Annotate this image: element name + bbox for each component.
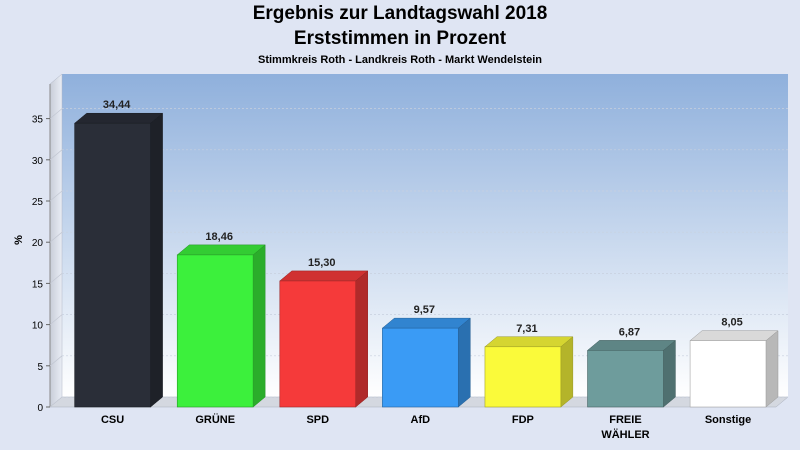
bar-top xyxy=(279,270,369,282)
bar-sonstige xyxy=(689,330,779,408)
y-tick-label: 0 xyxy=(37,403,43,414)
data-label: 34,44 xyxy=(103,99,131,111)
y-tick-label: 15 xyxy=(32,279,44,290)
x-tick-label: SPD xyxy=(306,414,329,426)
gridline-side xyxy=(49,108,63,119)
data-label: 7,31 xyxy=(516,323,537,335)
data-label: 18,46 xyxy=(205,231,233,243)
x-tick-label: FREIE WÄHLER xyxy=(601,414,649,441)
bar-side xyxy=(150,112,163,408)
data-label: 6,87 xyxy=(619,326,640,338)
chart-title: Ergebnis zur Landtagswahl 2018 xyxy=(252,3,548,24)
data-label: 15,30 xyxy=(308,257,336,269)
gridline-side xyxy=(49,396,63,408)
bar-freie-wähler xyxy=(586,339,677,408)
y-axis-label: % xyxy=(13,235,25,245)
bar-top xyxy=(689,330,779,341)
bar-side xyxy=(560,336,574,408)
bar xyxy=(74,122,151,408)
y-tick-label: 10 xyxy=(32,321,44,332)
bar-afd xyxy=(381,317,471,408)
bar-side xyxy=(765,330,779,408)
bar xyxy=(279,280,357,408)
x-tick-label: FDP xyxy=(512,414,534,426)
bar-csu xyxy=(73,112,164,408)
y-tick-label: 5 xyxy=(37,362,43,373)
gridline-side xyxy=(49,355,63,367)
chart-subtitle: Erststimmen in Prozent xyxy=(293,28,507,49)
y-tick-label: 35 xyxy=(32,115,44,126)
bar-spd xyxy=(279,270,369,408)
bar-top xyxy=(176,244,266,256)
gridline-side xyxy=(49,149,63,161)
x-tick-label: Sonstige xyxy=(705,414,751,426)
bar xyxy=(689,340,767,408)
data-label: 8,05 xyxy=(721,317,742,329)
bar-top xyxy=(484,336,574,348)
x-tick-label: AfD xyxy=(411,414,431,426)
bar-top xyxy=(73,112,164,124)
x-tick-label: GRÜNE xyxy=(195,413,235,426)
bar xyxy=(587,350,664,408)
y-tick-label: 25 xyxy=(32,197,44,208)
bar xyxy=(484,346,562,408)
gridline-side xyxy=(49,314,63,325)
gridline-side xyxy=(49,273,63,284)
bar-fdp xyxy=(484,336,574,408)
bar-grüne xyxy=(176,244,266,408)
bar xyxy=(382,327,459,408)
gridline-side xyxy=(49,190,63,202)
bar-side xyxy=(252,244,266,408)
x-tick-label: CSU xyxy=(101,414,124,426)
bar-top xyxy=(586,340,677,351)
bar xyxy=(176,254,254,408)
gridline-side xyxy=(49,231,63,243)
bar-side xyxy=(458,317,471,408)
y-tick-label: 20 xyxy=(32,238,44,249)
bar-side xyxy=(355,270,368,408)
data-label: 9,57 xyxy=(414,304,435,316)
bar-side xyxy=(663,339,676,408)
bar-top xyxy=(381,317,471,329)
y-tick-label: 30 xyxy=(32,156,44,167)
chart-caption: Stimmkreis Roth - Landkreis Roth - Markt… xyxy=(257,54,542,66)
